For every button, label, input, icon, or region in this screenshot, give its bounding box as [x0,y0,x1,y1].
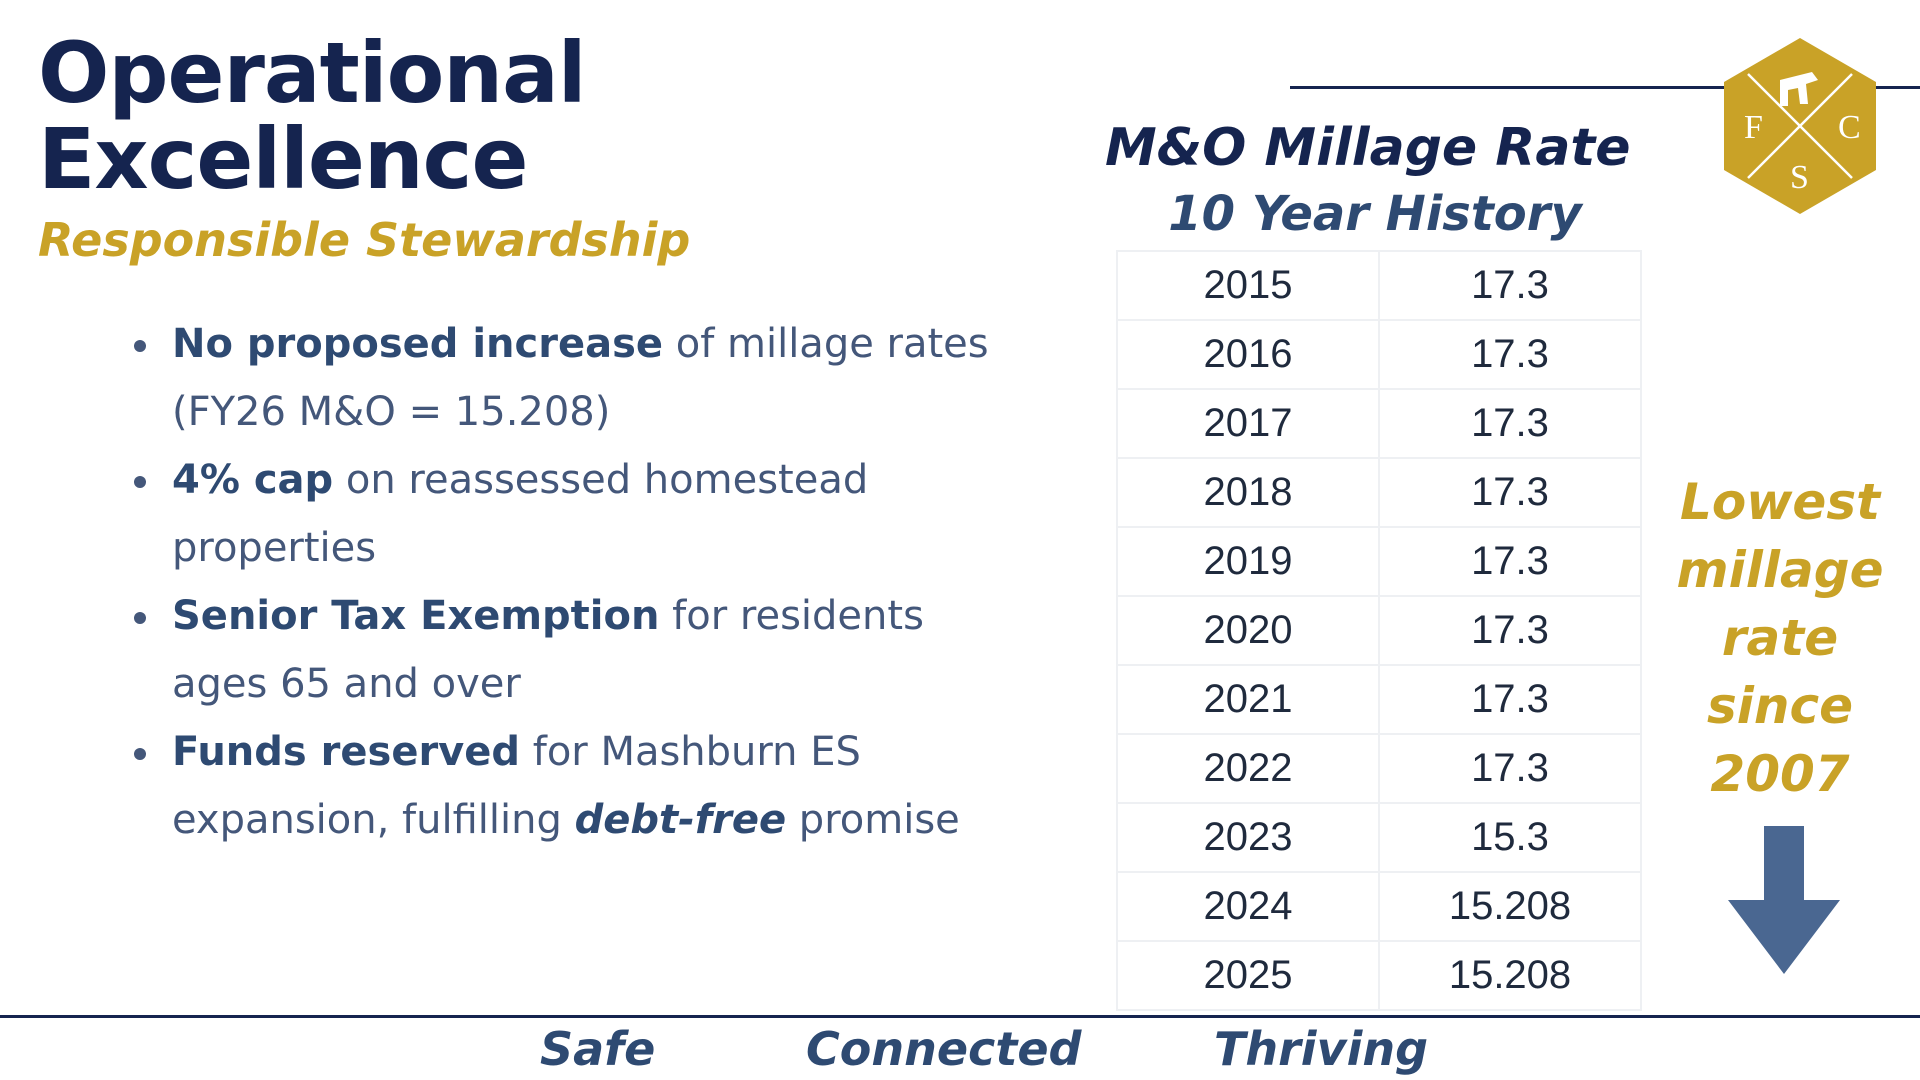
bullet-item: Funds reserved for Mashburn ES expansion… [130,718,1030,854]
bullet-bold-text: Senior Tax Exemption [172,593,660,639]
bullet-bold-text: Funds reserved [172,729,521,775]
bullet-item: Senior Tax Exemption for residents ages … [130,582,1030,718]
rate-cell: 17.3 [1378,595,1642,666]
lowest-rate-callout: Lowest millage rate since 2007 [1660,468,1900,808]
callout-line: millage [1676,541,1884,599]
page-title-line1: Operational [38,24,587,122]
bullet-item: No proposed increase of millage rates (F… [130,310,1030,446]
year-cell: 2022 [1116,733,1380,804]
page-title-line2: Excellence [38,110,528,208]
table-row: 2016 17.3 [1116,319,1642,390]
table-row: 2017 17.3 [1116,388,1642,459]
rate-cell: 17.3 [1378,457,1642,528]
year-cell: 2021 [1116,664,1380,735]
footer-word-thriving: Thriving [1214,1022,1429,1076]
year-cell: 2020 [1116,595,1380,666]
bullet-emphasis-text: debt-free [574,797,787,843]
footer-word-safe: Safe [540,1022,656,1076]
down-arrow-icon [1728,826,1840,974]
callout-line: rate [1721,609,1839,667]
rate-cell: 17.3 [1378,526,1642,597]
bullet-text: on reassessed homestead properties [172,457,869,571]
table-row: 2025 15.208 [1116,940,1642,1011]
rate-cell: 17.3 [1378,388,1642,459]
bullet-text: for residents ages 65 and over [172,593,924,707]
bullet-text-after: promise [786,797,960,843]
table-row: 2015 17.3 [1116,250,1642,321]
footer-divider [0,1015,1920,1018]
year-cell: 2016 [1116,319,1380,390]
logo-letter-f: F [1744,109,1763,146]
year-cell: 2015 [1116,250,1380,321]
bullet-text: of millage rates (FY26 M&O = 15.208) [172,321,989,435]
table-row: 2022 17.3 [1116,733,1642,804]
year-cell: 2025 [1116,940,1380,1011]
top-divider [1290,86,1920,89]
table-row: 2020 17.3 [1116,595,1642,666]
table-row: 2024 15.208 [1116,871,1642,942]
table-row: 2023 15.3 [1116,802,1642,873]
logo-letter-c: C [1838,109,1861,146]
table-title: M&O Millage Rate [1105,118,1631,178]
rate-cell: 17.3 [1378,319,1642,390]
callout-line: 2007 [1710,745,1850,803]
rate-cell: 15.208 [1378,940,1642,1011]
callout-line: Lowest [1680,473,1880,531]
rate-cell: 15.3 [1378,802,1642,873]
page-title: Operational Excellence [38,30,587,202]
year-cell: 2019 [1116,526,1380,597]
table-row: 2018 17.3 [1116,457,1642,528]
page-subtitle: Responsible Stewardship [38,213,691,267]
bullet-item: 4% cap on reassessed homestead propertie… [130,446,1030,582]
millage-rate-table: 2015 17.3 2016 17.3 2017 17.3 2018 17.3 2019… [1116,250,1642,1011]
logo-letter-s: S [1790,159,1809,196]
year-cell: 2024 [1116,871,1380,942]
rate-cell: 17.3 [1378,250,1642,321]
table-row: 2021 17.3 [1116,664,1642,735]
year-cell: 2018 [1116,457,1380,528]
rate-cell: 17.3 [1378,733,1642,804]
year-cell: 2023 [1116,802,1380,873]
bullet-list: No proposed increase of millage rates (F… [130,310,1030,854]
school-district-logo-icon: F C S [1724,38,1876,214]
table-subtitle: 10 Year History [1168,186,1582,242]
table-row: 2019 17.3 [1116,526,1642,597]
callout-line: since [1706,677,1854,735]
bullet-bold-text: No proposed increase [172,321,664,367]
bullet-bold-text: 4% cap [172,457,334,503]
footer-word-connected: Connected [806,1022,1082,1076]
year-cell: 2017 [1116,388,1380,459]
rate-cell: 17.3 [1378,664,1642,735]
rate-cell: 15.208 [1378,871,1642,942]
bullet-text: for Mashburn ES expansion, fulfilling [172,729,861,843]
